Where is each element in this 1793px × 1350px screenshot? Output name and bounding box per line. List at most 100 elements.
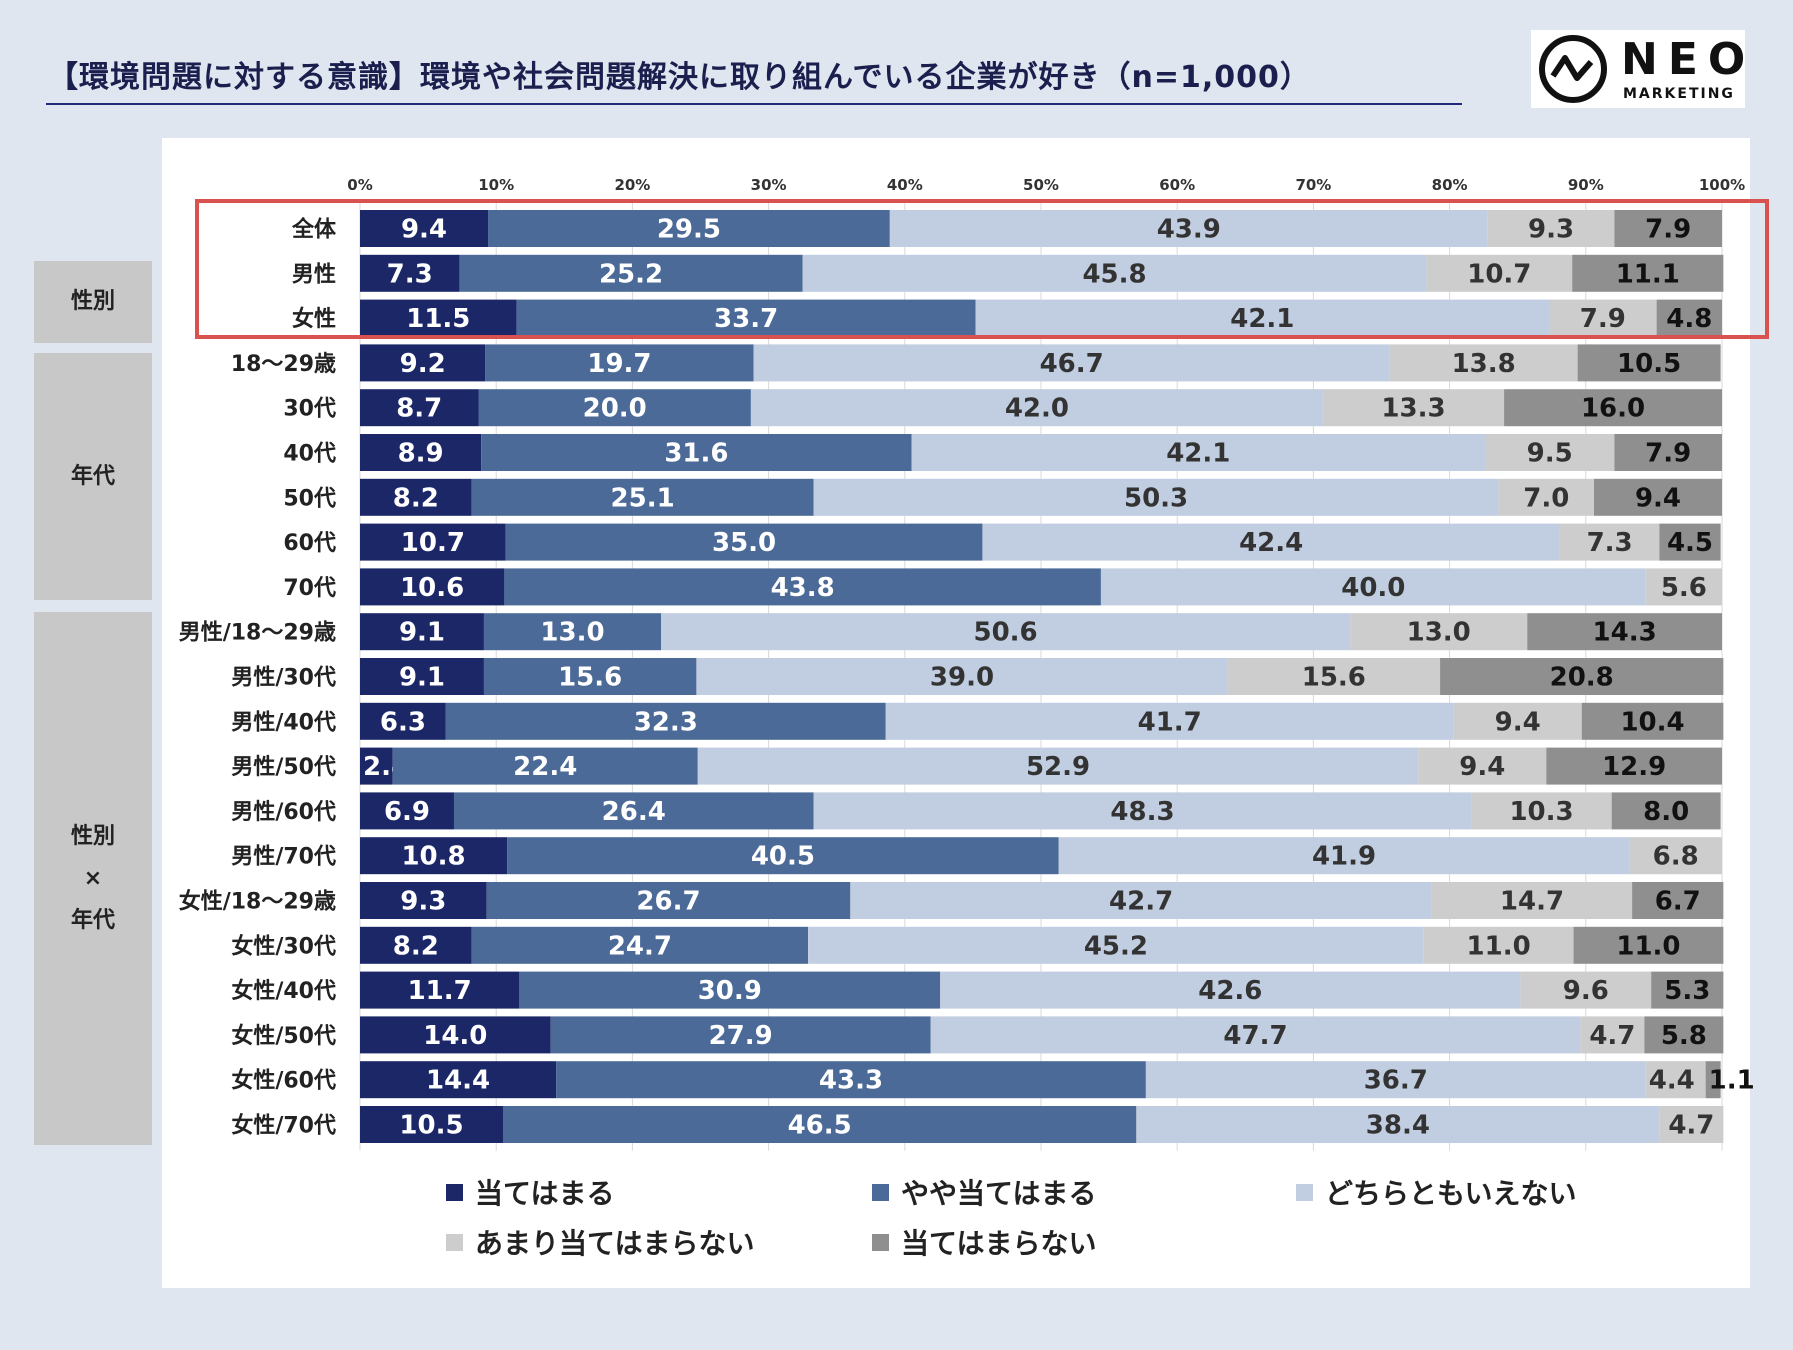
bar-row: 女性 11.5 33.7 42.1 7.9 4.8 (292, 299, 1722, 337)
data-label: 9.3 (400, 887, 446, 917)
data-label: 46.5 (788, 1111, 852, 1141)
category-label: 男性/30代 (231, 666, 336, 691)
bar-row: 60代 10.7 35.0 42.4 7.3 4.5 (283, 523, 1721, 561)
data-label: 38.4 (1366, 1111, 1430, 1141)
data-label: 8.2 (393, 483, 439, 513)
bar-segment (1350, 613, 1528, 651)
data-label: 11.7 (408, 976, 472, 1006)
data-label: 13.0 (540, 618, 604, 648)
bar-segment (889, 210, 1488, 247)
data-label: 42.0 (1005, 394, 1069, 424)
bar-segment (556, 1061, 1146, 1099)
data-label: 6.7 (1655, 887, 1701, 917)
data-label: 27.9 (709, 1021, 773, 1051)
bar-segment (1058, 837, 1630, 875)
group-age-text: 年代 (70, 463, 115, 489)
x-tick-label: 50% (1023, 176, 1059, 194)
bar-segment (1453, 702, 1582, 740)
bar-segment (1629, 837, 1722, 875)
bar-segment (478, 389, 751, 427)
bar-segment (360, 344, 486, 382)
data-label: 46.7 (1040, 349, 1104, 379)
bar-segment (519, 971, 941, 1009)
bar-segment (1527, 613, 1722, 651)
category-label: 50代 (283, 486, 336, 511)
bar-row: 50代 8.2 25.1 50.3 7.0 9.4 (283, 478, 1722, 516)
bar-segment (392, 747, 698, 785)
legend-label-4: あまり当てはまらない (475, 1227, 755, 1260)
bar-segment (1581, 702, 1724, 740)
bar-row: 男性/18～29歳 9.1 13.0 50.6 13.0 14.3 (179, 613, 1722, 651)
category-label: 女性/50代 (231, 1023, 336, 1049)
category-label: 女性/60代 (231, 1068, 336, 1094)
data-label: 22.4 (513, 752, 577, 782)
bar-row: 女性/30代 8.2 24.7 45.2 11.0 11.0 (231, 926, 1724, 964)
bar-segment (485, 344, 754, 382)
legend-swatch-1 (446, 1183, 463, 1201)
bar-segment (1644, 1016, 1724, 1054)
data-label: 40.0 (1341, 573, 1405, 603)
bar-segment (360, 747, 393, 785)
bar-segment (483, 613, 662, 651)
data-label: 13.0 (1407, 618, 1471, 648)
bar-row: 女性/70代 10.5 46.5 38.4 4.7 (231, 1106, 1724, 1143)
data-label: 9.4 (1635, 483, 1681, 513)
data-label: 14.3 (1593, 618, 1657, 648)
bar-segment (486, 882, 851, 919)
legend-item-5: 当てはまらない (872, 1222, 1096, 1262)
data-label: 10.7 (401, 528, 465, 558)
group-label-age: 年代 (34, 353, 152, 600)
bar-segment (697, 747, 1419, 785)
data-label: 50.6 (974, 618, 1038, 648)
category-label: 男性 (292, 262, 336, 287)
bar-segment (975, 299, 1550, 337)
bar-segment (507, 837, 1059, 875)
group-cross-top-text: 性別 (70, 823, 115, 849)
bar-segment (1136, 1106, 1660, 1143)
data-label: 12.9 (1602, 752, 1666, 782)
data-label: 10.3 (1509, 797, 1573, 827)
bar-segment (1471, 792, 1612, 830)
bar-segment (1559, 523, 1660, 561)
legend: 当てはまる やや当てはまる どちらともいえない あまり当てはまらない 当てはまら… (446, 1172, 1696, 1282)
bar-segment (1580, 1016, 1645, 1054)
bar-segment (459, 254, 803, 292)
logo-mark-icon (1539, 35, 1607, 103)
data-label: 43.3 (819, 1066, 883, 1096)
data-label: 39.0 (930, 663, 994, 693)
group-cross-bottom-text: 年代 (70, 907, 115, 933)
data-label: 9.1 (399, 618, 445, 648)
bar-segment (360, 210, 489, 247)
legend-item-2: やや当てはまる (872, 1172, 1096, 1212)
data-label: 7.0 (1523, 483, 1569, 513)
category-label: 全体 (291, 217, 337, 243)
x-tick-label: 40% (887, 176, 923, 194)
bar-segment (1520, 971, 1652, 1009)
data-label: 16.0 (1581, 394, 1645, 424)
bar-segment (1573, 926, 1724, 964)
data-label: 26.4 (602, 797, 666, 827)
bar-segment (360, 971, 520, 1009)
data-label: 9.6 (1563, 976, 1609, 1006)
data-label: 10.7 (1467, 259, 1531, 289)
data-label: 15.6 (558, 663, 622, 693)
bar-segment (1423, 926, 1574, 964)
bar-segment (471, 926, 809, 964)
x-tick-label: 100% (1699, 176, 1745, 194)
bar-row: 40代 8.9 31.6 42.1 9.5 7.9 (283, 434, 1722, 471)
group-gender-text: 性別 (70, 289, 115, 314)
category-label: 女性/30代 (231, 933, 336, 959)
logo-word: NEO (1621, 34, 1756, 85)
bar-segment (1431, 882, 1633, 919)
bar-segment (360, 389, 479, 427)
data-label: 8.7 (396, 394, 442, 424)
legend-label-5: 当てはまらない (901, 1227, 1097, 1260)
bar-segment (1651, 971, 1724, 1009)
x-tick-label: 10% (478, 176, 514, 194)
bar-segment (1487, 210, 1615, 247)
bar-segment (940, 971, 1521, 1009)
bar-segment (1614, 210, 1722, 247)
data-label: 42.7 (1109, 887, 1173, 917)
data-label: 9.3 (1528, 215, 1574, 245)
data-label: 4.7 (1589, 1021, 1635, 1051)
